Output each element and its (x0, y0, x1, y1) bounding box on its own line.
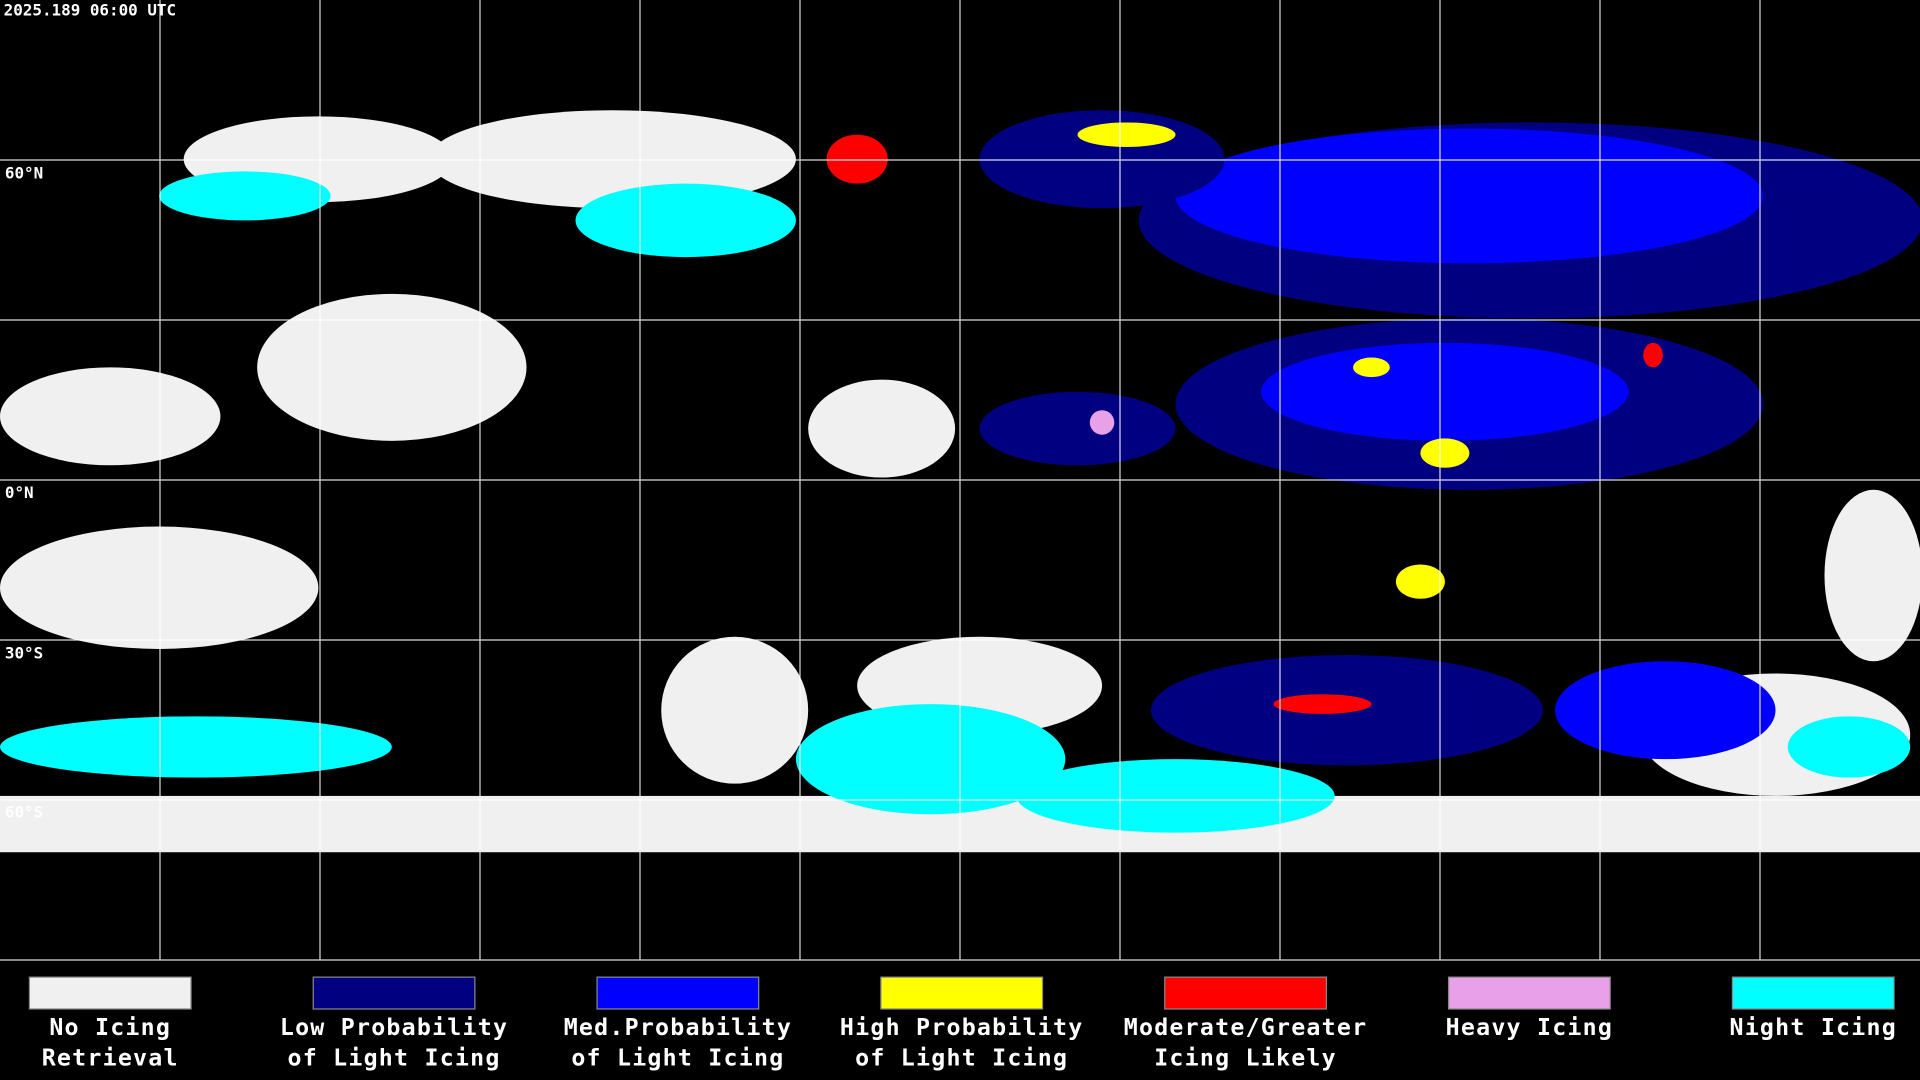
legend-swatch (1447, 976, 1611, 1010)
legend-swatch (1731, 976, 1895, 1010)
lat-label: 60°N (5, 163, 43, 182)
legend-swatch (880, 976, 1044, 1010)
lat-label: 60°S (5, 803, 43, 822)
legend-label: Med.Probability (564, 1014, 792, 1041)
legend-swatch (1164, 976, 1327, 1010)
lat-label: 30°S (5, 643, 43, 662)
legend-swatch (596, 976, 760, 1010)
lat-label: 0°N (5, 483, 34, 502)
legend-swatch (28, 976, 192, 1010)
legend: No Icing Retrieval Low Probability of Light… (28, 976, 1896, 1072)
timestamp: 2025.189 06:00 UTC (4, 1, 176, 20)
legend-label: Retrieval (42, 1045, 179, 1072)
legend-label: Icing Likely (1154, 1045, 1337, 1072)
graticule (0, 0, 1920, 961)
legend-label: No Icing (49, 1014, 171, 1041)
legend-label: High Probability (840, 1014, 1084, 1041)
legend-label: Low Probability (280, 1014, 508, 1041)
legend-label: Moderate/Greater (1124, 1014, 1368, 1041)
legend-label: of Light Icing (855, 1045, 1068, 1072)
legend-label: Night Icing (1729, 1014, 1896, 1041)
legend-label: of Light Icing (287, 1045, 500, 1072)
legend-label: of Light Icing (571, 1045, 784, 1072)
legend-label: Heavy Icing (1446, 1014, 1613, 1041)
legend-swatch (312, 976, 476, 1010)
